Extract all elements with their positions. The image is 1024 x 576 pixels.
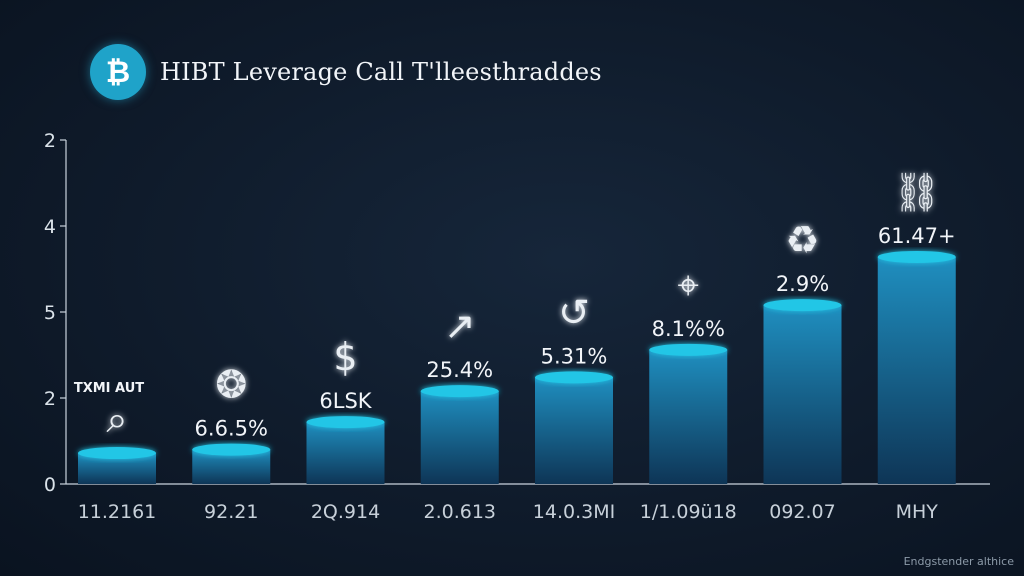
bitcoin-logo-icon: ₿ — [90, 44, 146, 100]
chain-cycle-icon: ⛓ — [893, 170, 941, 214]
magnifier-icon: ⌕ — [106, 397, 127, 441]
footnote: Endgstender althice — [903, 555, 1014, 568]
x-tick-label: 1/1.09ü18 — [640, 501, 737, 523]
x-tick-label: 92.21 — [204, 501, 258, 523]
y-tick-label: 5 — [44, 302, 56, 324]
bar-cap — [877, 250, 956, 263]
bar-cap — [649, 343, 728, 356]
dollar-icon: $ — [333, 335, 357, 379]
bar-cap — [192, 443, 271, 456]
y-tick-label: 2 — [44, 388, 56, 410]
data-label: 25.4% — [426, 358, 493, 382]
bar — [649, 349, 728, 484]
x-tick-label: 14.0.3MI — [533, 501, 615, 523]
chart-header: ₿ HIBT Leverage Call T'lleesthraddes — [90, 44, 602, 100]
chart-axes: 0 2 5 4 2 — [44, 130, 990, 496]
x-tick-label: 11.2161 — [78, 501, 157, 523]
bar — [535, 377, 613, 484]
bar-series — [78, 250, 956, 484]
x-tick-label: 2.0.613 — [423, 501, 496, 523]
bar-cap — [763, 299, 842, 312]
bar-cap — [535, 371, 613, 384]
bar — [763, 305, 842, 484]
x-tick-label: 092.07 — [769, 501, 835, 523]
bar — [877, 256, 956, 484]
data-label: 6LSK — [319, 389, 372, 413]
chain-circle-icon: ↺ — [558, 290, 590, 334]
bar-labels: 11.2161 TXMI AUT⌕ 92.21 6.6.5% ❂ 2Q.914 6LSK $2… — [74, 170, 956, 523]
data-label: 2.9% — [776, 272, 829, 296]
data-label: 5.31% — [541, 344, 608, 368]
bar — [306, 422, 385, 484]
bar — [420, 391, 499, 484]
y-tick-label: 0 — [44, 474, 56, 496]
arrow-up-icon: ↗ — [444, 304, 476, 348]
bar-cap — [78, 447, 156, 460]
data-label: 6.6.5% — [195, 417, 268, 441]
data-label: 8.1%% — [652, 317, 725, 341]
bar-cap — [420, 385, 499, 398]
y-tick-label: 2 — [44, 130, 56, 152]
chain-link-icon: ❂ — [215, 363, 247, 407]
x-tick-label: 2Q.914 — [311, 501, 380, 523]
chart-title: HIBT Leverage Call T'lleesthraddes — [160, 58, 602, 86]
dart-target-icon: ⌖ — [678, 263, 699, 307]
bar-cap — [306, 416, 385, 429]
x-tick-label: MHY — [896, 501, 939, 523]
data-label: TXMI AUT — [74, 381, 144, 396]
cycle-arrows-icon: ♻ — [785, 218, 819, 262]
data-label: 61.47+ — [878, 224, 956, 248]
y-tick-label: 4 — [44, 216, 56, 238]
